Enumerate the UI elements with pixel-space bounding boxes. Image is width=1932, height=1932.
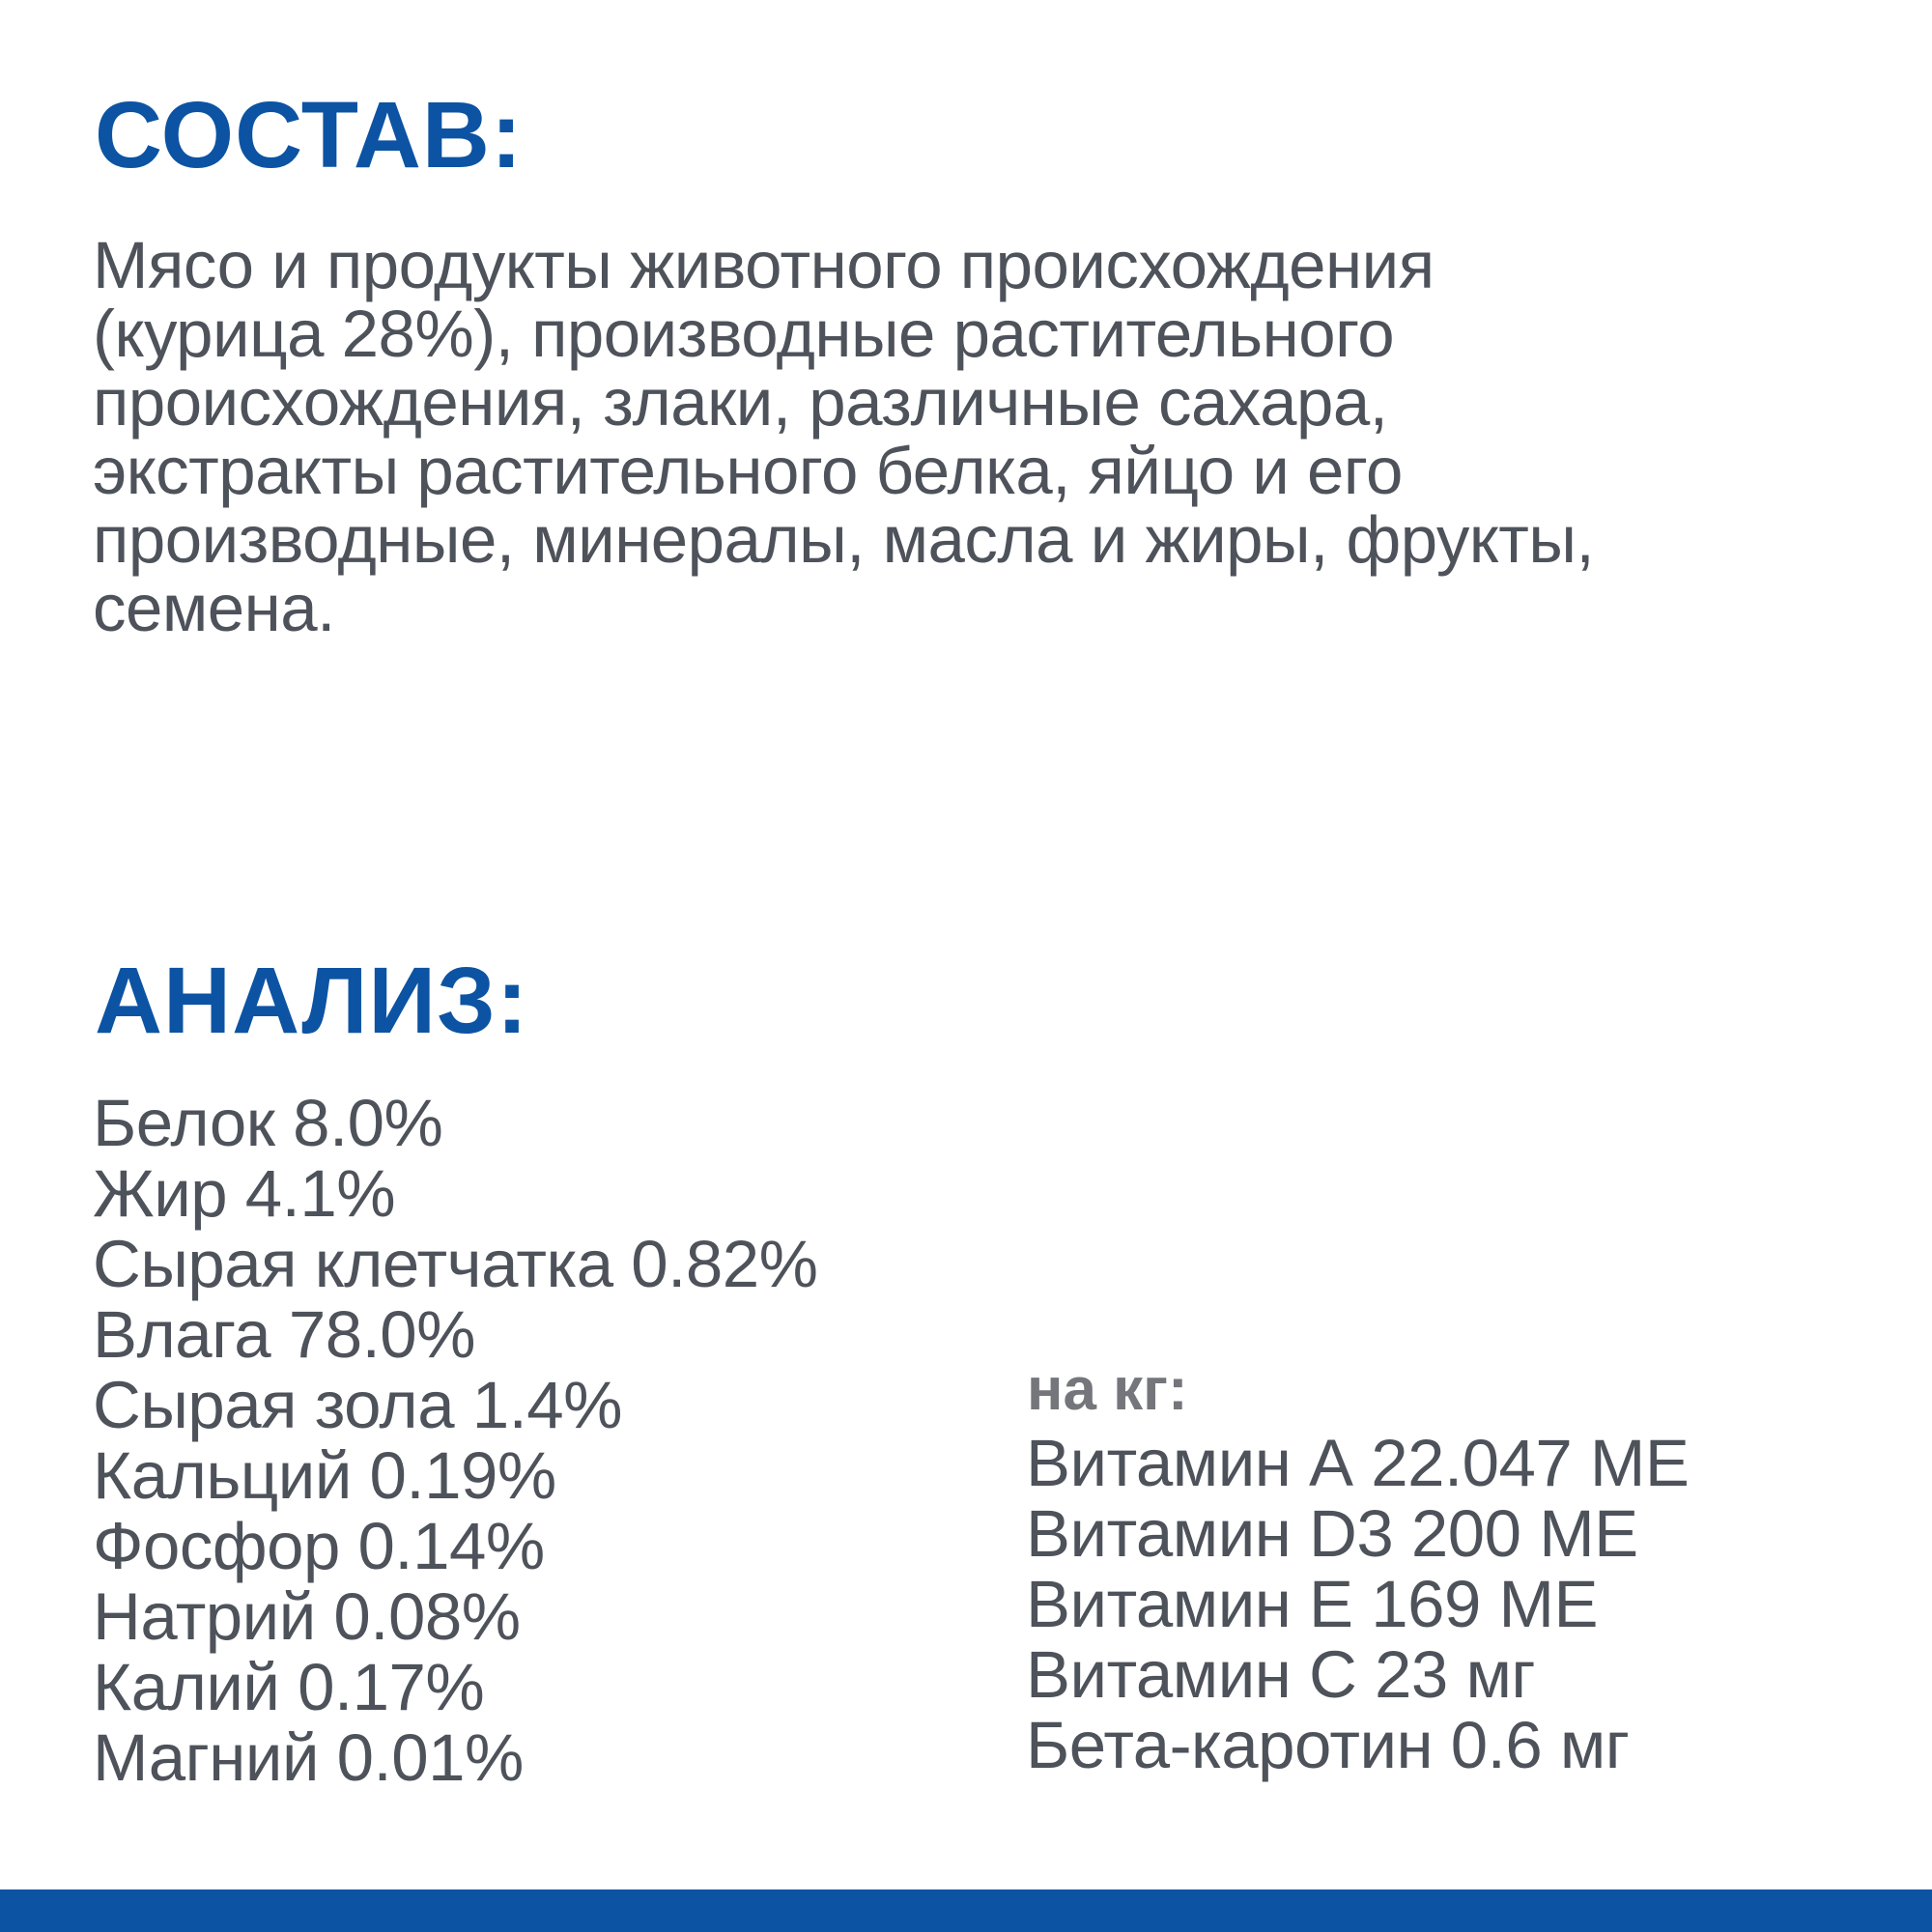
analysis-item: Сырая зола 1.4% [93, 1368, 623, 1442]
analysis-item: Фосфор 0.14% [93, 1509, 545, 1583]
composition-line: (курица 28%), производные растительного [93, 297, 1395, 371]
analysis-item: Белок 8.0% [93, 1086, 443, 1160]
composition-line: Мясо и продукты животного происхождения [93, 228, 1435, 302]
per-kg-item: Витамин А 22.047 МЕ [1026, 1426, 1690, 1500]
per-kg-item: Витамин D3 200 МЕ [1026, 1496, 1638, 1571]
analysis-item: Магний 0.01% [93, 1720, 524, 1795]
composition-line: происхождения, злаки, различные сахара, [93, 365, 1388, 440]
analysis-item: Жир 4.1% [93, 1156, 396, 1231]
composition-line: экстракты растительного белка, яйцо и ег… [93, 434, 1403, 508]
analysis-item: Кальций 0.19% [93, 1438, 556, 1513]
per-kg-item: Бета-каротин 0.6 мг [1026, 1708, 1630, 1782]
analysis-item: Сырая клетчатка 0.82% [93, 1227, 818, 1301]
composition-paragraph: Мясо и продукты животного происхождения … [93, 228, 1595, 645]
analysis-list: Белок 8.0% Жир 4.1% Сырая клетчатка 0.82… [93, 1086, 818, 1795]
composition-line: производные, минералы, масла и жиры, фру… [93, 502, 1595, 577]
analysis-heading: АНАЛИЗ: [95, 948, 529, 1053]
composition-heading: СОСТАВ: [95, 82, 524, 187]
analysis-item: Натрий 0.08% [93, 1579, 521, 1654]
composition-line: семена. [93, 571, 335, 645]
per-kg-item: Витамин Е 169 МЕ [1026, 1567, 1599, 1641]
per-kg-list: Витамин А 22.047 МЕ Витамин D3 200 МЕ Ви… [1026, 1426, 1690, 1782]
analysis-item: Калий 0.17% [93, 1650, 485, 1724]
analysis-item: Влага 78.0% [93, 1297, 476, 1372]
footer-accent-bar [0, 1889, 1932, 1932]
per-kg-heading: на кг: [1027, 1356, 1188, 1423]
per-kg-item: Витамин С 23 мг [1026, 1637, 1536, 1712]
